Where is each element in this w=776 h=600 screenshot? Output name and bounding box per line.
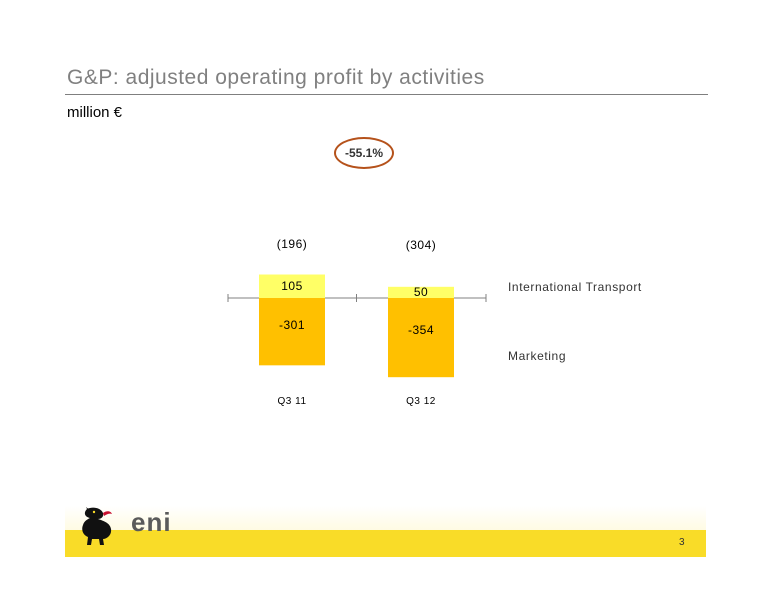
bar-value-label: 105 — [281, 279, 303, 294]
slide-title: G&P: adjusted operating profit by activi… — [67, 66, 485, 89]
category-tick-label: Q3 12 — [406, 396, 436, 407]
category-tick-label: Q3 11 — [277, 396, 307, 407]
footer-strip — [65, 506, 706, 530]
bar-value-label: 50 — [413, 285, 429, 300]
eni-dog-logo-icon — [82, 507, 112, 545]
title-divider — [65, 94, 708, 95]
bar-marketing — [259, 298, 325, 366]
bar-total-label: (304) — [405, 238, 437, 252]
bar-marketing — [388, 298, 454, 378]
bar-value-label: -301 — [278, 317, 306, 332]
legend-entry: Marketing — [508, 349, 567, 363]
footer-band — [65, 530, 706, 557]
legend-entry: International Transport — [508, 280, 642, 294]
bar-international-transport — [259, 274, 325, 298]
bar-total-label: (196) — [276, 237, 308, 251]
unit-subtitle: million € — [67, 104, 123, 121]
change-badge: -55.1% — [334, 137, 394, 169]
bar-international-transport — [388, 286, 454, 298]
eni-logo-text: eni — [131, 507, 172, 537]
bar-value-label: -354 — [407, 322, 435, 337]
page-number: 3 — [679, 537, 685, 548]
